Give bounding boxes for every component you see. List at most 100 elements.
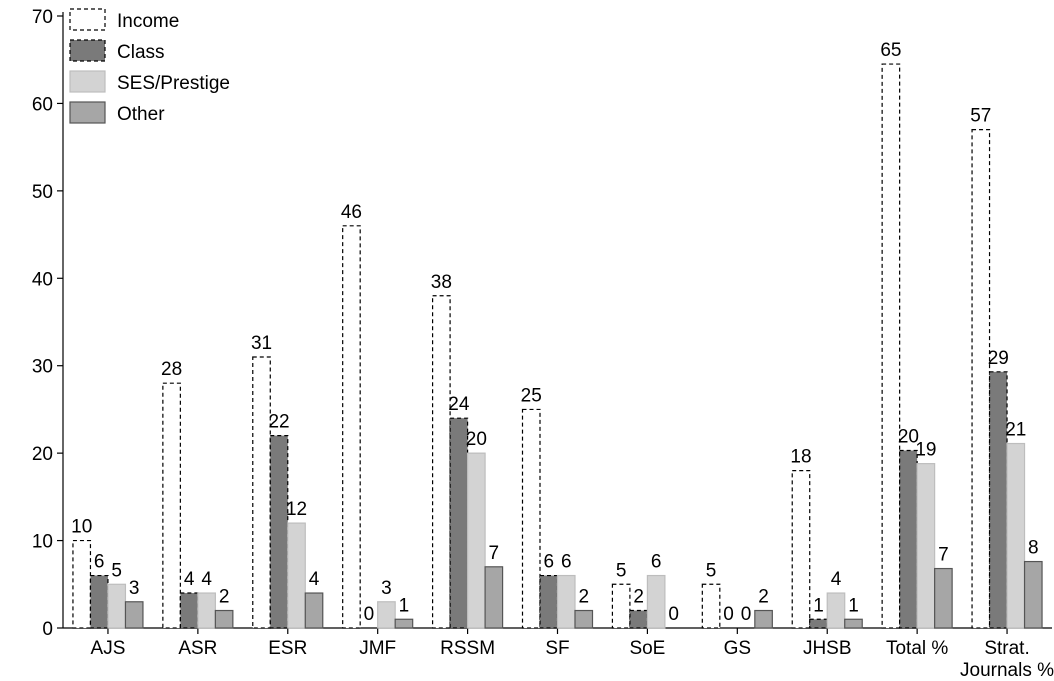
data-label: 12 [286, 499, 307, 520]
bar-class [89, 574, 109, 629]
data-label: 20 [466, 429, 487, 450]
bar-income [72, 539, 92, 629]
bar-other [934, 567, 953, 629]
data-label: 24 [448, 394, 470, 415]
data-label: 6 [561, 552, 572, 573]
data-label: 57 [970, 106, 991, 127]
legend: Income Class SES/Prestige Other [69, 8, 230, 125]
x-tick-label: SoE [629, 638, 665, 659]
x-tick-label: Journals % [960, 660, 1054, 681]
data-label: 4 [184, 569, 195, 590]
bar-ses-prestige [197, 592, 216, 629]
data-label: 1 [848, 595, 859, 616]
bar-income [611, 583, 631, 629]
bar-income [881, 63, 901, 629]
legend-label: SES/Prestige [117, 73, 230, 94]
x-tick-label: Total % [886, 638, 948, 659]
y-tick-label: 60 [32, 94, 53, 115]
data-label: 0 [364, 604, 375, 625]
bar-income [971, 129, 991, 629]
legend-label: Other [117, 104, 165, 125]
bars [72, 63, 1043, 629]
data-label: 5 [111, 560, 122, 581]
data-label: 3 [381, 578, 392, 599]
legend-label: Class [117, 42, 165, 63]
bar-income [252, 356, 271, 629]
data-label: 18 [790, 447, 811, 468]
data-label: 31 [251, 333, 272, 354]
data-label: 10 [71, 517, 92, 538]
data-label: 25 [521, 385, 542, 406]
y-tick-label: 0 [42, 619, 53, 640]
bar-class [629, 609, 649, 629]
data-label: 20 [898, 427, 919, 448]
bar-ses-prestige [916, 463, 936, 629]
bar-other [124, 601, 144, 629]
data-label: 29 [988, 348, 1009, 369]
data-label: 5 [706, 560, 717, 581]
data-label: 3 [129, 578, 140, 599]
bar-class [539, 574, 559, 629]
data-label: 4 [831, 569, 842, 590]
bar-class [988, 371, 1008, 629]
y-tick-label: 20 [32, 444, 53, 465]
data-label: 7 [938, 545, 949, 566]
legend-swatch [69, 8, 106, 31]
data-label: 38 [431, 272, 452, 293]
data-label: 4 [309, 569, 320, 590]
bar-other [1023, 560, 1043, 629]
bar-ses-prestige [646, 574, 666, 629]
bar-income [701, 583, 721, 629]
bar-income [791, 470, 811, 629]
data-label: 6 [651, 552, 662, 573]
legend-swatch [69, 39, 106, 62]
x-tick-label: ASR [178, 638, 217, 659]
data-label: 1 [813, 595, 824, 616]
bar-ses-prestige [287, 522, 306, 629]
legend-swatch [69, 101, 106, 124]
data-label: 2 [633, 587, 644, 608]
x-tick-label: JHSB [803, 638, 852, 659]
bar-other [844, 618, 863, 629]
data-label: 0 [741, 604, 752, 625]
data-label: 6 [543, 552, 554, 573]
x-tick-label: ESR [268, 638, 307, 659]
bar-ses-prestige [466, 452, 486, 629]
bar-class [899, 449, 918, 629]
bar-other [214, 609, 234, 629]
data-label: 28 [161, 359, 182, 380]
bar-income [162, 382, 181, 629]
data-label: 6 [94, 552, 105, 573]
data-label: 5 [616, 560, 627, 581]
bar-other [754, 609, 773, 629]
bar-ses-prestige [107, 583, 127, 629]
data-label: 46 [341, 202, 362, 223]
bar-ses-prestige [826, 592, 846, 629]
bar-income [342, 225, 361, 629]
bar-other [394, 618, 414, 629]
x-tick-label: JMF [359, 638, 396, 659]
data-label: 2 [219, 587, 230, 608]
data-label: 8 [1028, 538, 1039, 559]
x-tick-label: RSSM [440, 638, 495, 659]
bar-other [574, 609, 594, 629]
bar-income [431, 295, 451, 629]
y-tick-label: 70 [32, 7, 53, 28]
data-label: 4 [201, 569, 212, 590]
data-label: 0 [668, 604, 679, 625]
data-label: 2 [578, 587, 589, 608]
bar-class [809, 618, 828, 629]
data-label: 19 [915, 440, 936, 461]
bar-class [179, 592, 199, 629]
x-tick-label: SF [545, 638, 569, 659]
data-label: 21 [1005, 420, 1026, 441]
x-tick-label: AJS [91, 638, 126, 659]
data-label: 1 [399, 595, 410, 616]
bar-ses-prestige [1006, 442, 1026, 629]
legend-swatch [69, 70, 106, 93]
bar-ses-prestige [556, 574, 576, 629]
bar-ses-prestige [377, 601, 396, 629]
